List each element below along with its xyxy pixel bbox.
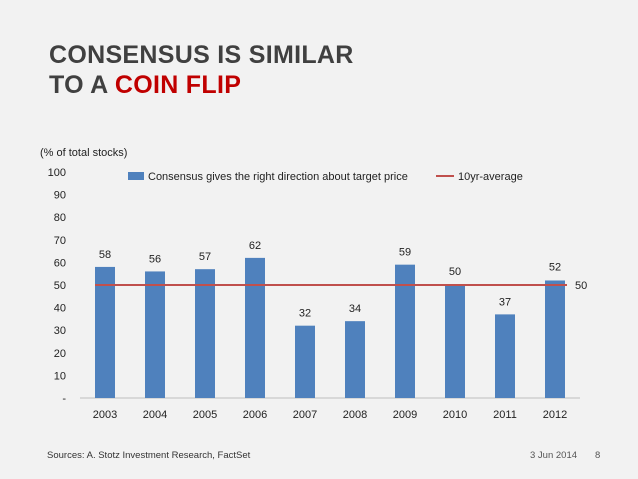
x-tick-label: 2010 [443, 409, 467, 421]
y-tick-label: 10 [54, 370, 66, 382]
x-tick-label: 2009 [393, 409, 417, 421]
x-tick-label: 2012 [543, 409, 567, 421]
bar [545, 280, 565, 398]
bar-data-label: 58 [99, 249, 111, 261]
x-tick-label: 2006 [243, 409, 267, 421]
y-tick-label: 90 [54, 190, 66, 202]
bar-data-label: 50 [449, 266, 461, 278]
bar-chart: - 10 20 30 40 50 60 70 80 90 100 2003 2004 2005 2006 20… [48, 167, 588, 421]
bar-data-label: 56 [149, 253, 161, 265]
legend-line-label: 10yr-average [458, 171, 523, 183]
x-tick-label: 2007 [293, 409, 317, 421]
bar-data-label: 62 [249, 240, 261, 252]
y-tick-label: 70 [54, 235, 66, 247]
bar [445, 285, 465, 398]
bar [295, 325, 315, 398]
y-axis-unit-label: (% of total stocks) [40, 147, 128, 159]
y-tick-label: 30 [54, 325, 66, 337]
x-tick-label: 2011 [493, 409, 517, 421]
title-line-2-prefix: TO A [49, 71, 115, 99]
y-tick-label: - [62, 393, 66, 405]
title-line-2: TO A COIN FLIP [49, 70, 354, 100]
x-tick-label: 2003 [93, 409, 117, 421]
bar [145, 271, 165, 398]
y-tick-label: 60 [54, 257, 66, 269]
x-tick-label: 2004 [143, 409, 167, 421]
title-accent: COIN FLIP [114, 71, 242, 99]
legend-bar-swatch [128, 172, 144, 180]
title-line-1: CONSENSUS IS SIMILAR [49, 41, 354, 69]
y-tick-label: 100 [48, 167, 66, 179]
bar [245, 257, 265, 398]
page-number: 8 [595, 450, 601, 461]
bar [345, 321, 365, 398]
bar-data-label: 57 [199, 251, 211, 263]
source-note: Sources: A. Stotz Investment Research, F… [47, 450, 251, 461]
bar-data-label: 34 [349, 303, 361, 315]
bar [495, 314, 515, 398]
bar [195, 269, 215, 398]
bar-data-label: 52 [549, 261, 561, 273]
x-tick-label: 2005 [193, 409, 217, 421]
bar [95, 266, 115, 398]
bar-data-label: 37 [499, 296, 511, 308]
bar [395, 264, 415, 398]
bar-data-label: 59 [399, 247, 411, 259]
slide-title: CONSENSUS IS SIMILAR TO A COIN FLIP [49, 40, 354, 100]
x-tick-label: 2008 [343, 409, 367, 421]
y-tick-label: 80 [54, 212, 66, 224]
legend-bar-label: Consensus gives the right direction abou… [148, 171, 408, 183]
y-tick-label: 40 [54, 303, 66, 315]
average-line-label: 50 [575, 280, 587, 292]
y-tick-label: 20 [54, 348, 66, 360]
y-tick-label: 50 [54, 280, 66, 292]
bar-data-label: 32 [299, 308, 311, 320]
slide-date: 3 Jun 2014 [530, 450, 578, 461]
